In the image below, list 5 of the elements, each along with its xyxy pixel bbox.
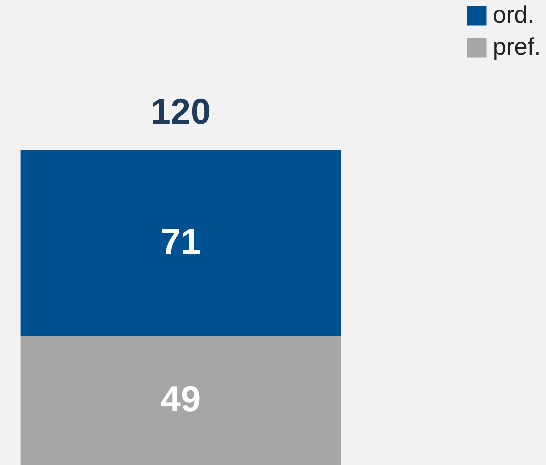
- data-label: 49: [160, 378, 201, 420]
- legend-label: pref.: [493, 34, 542, 61]
- data-label: 71: [160, 221, 201, 262]
- total-label: 120: [150, 90, 211, 132]
- legend-label: ord.: [493, 2, 534, 29]
